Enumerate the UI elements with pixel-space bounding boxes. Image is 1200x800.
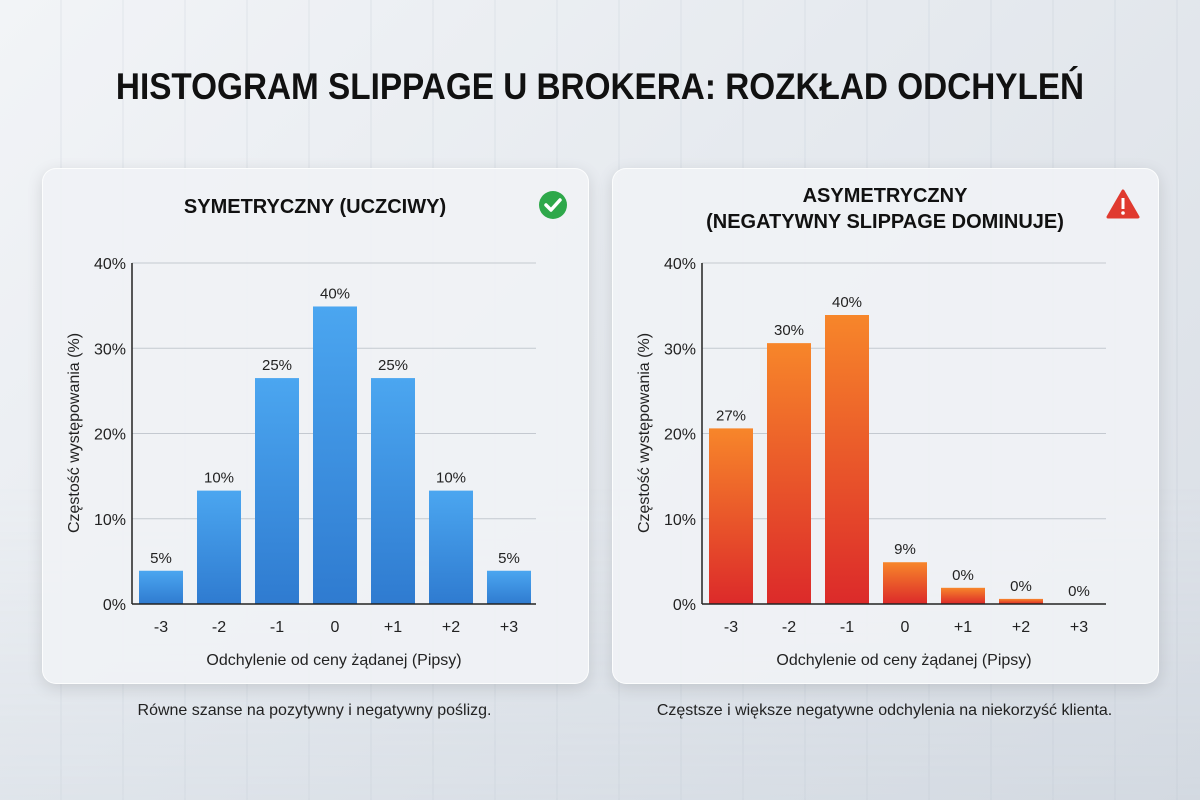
x-tick-label: -3 (154, 619, 168, 636)
data-label: 5% (150, 550, 172, 567)
x-axis-label: Odchylenie od ceny żądanej (Pipsy) (206, 652, 461, 669)
data-label: 9% (894, 541, 916, 558)
bar--1 (255, 378, 299, 604)
chart-title-line: ASYMETRYCZNY (803, 185, 968, 207)
y-tick-label: 30% (94, 341, 126, 358)
y-tick-label: 10% (94, 512, 126, 529)
y-tick-label: 0% (103, 597, 126, 614)
y-axis-label: Częstość występowania (%) (66, 333, 83, 533)
y-axis-label: Częstość występowania (%) (636, 333, 653, 533)
data-label: 40% (320, 285, 350, 302)
asymmetric-chart-card: ASYMETRYCZNY (NEGATYWNY SLIPPAGE DOMINUJE… (612, 168, 1159, 684)
data-label: 0% (952, 567, 974, 584)
data-label: 27% (716, 407, 746, 424)
data-label: 10% (204, 470, 234, 487)
bar--3 (139, 570, 183, 604)
x-tick-label: +2 (442, 619, 460, 636)
data-label: 10% (436, 470, 466, 487)
y-tick-label: 40% (664, 256, 696, 273)
y-tick-label: 10% (664, 512, 696, 529)
y-tick-label: 0% (673, 597, 696, 614)
bar-0 (883, 562, 927, 604)
x-axis-label: Odchylenie od ceny żądanej (Pipsy) (776, 652, 1031, 669)
data-label: 30% (774, 322, 804, 339)
data-label: 25% (378, 357, 408, 374)
bar--2 (767, 343, 811, 604)
symmetric-caption: Równe szanse na pozytywny i negatywny po… (137, 702, 492, 719)
x-tick-label: -1 (270, 619, 284, 636)
bar-+3 (487, 570, 531, 604)
page-title: HISTOGRAM SLIPPAGE U BROKERA: ROZKŁAD OD… (115, 66, 1085, 107)
bar-+2 (429, 490, 473, 604)
bar-+1 (371, 378, 415, 604)
data-label: 25% (262, 357, 292, 374)
symmetric-chart-card: SYMETRYCZNY (UCZCIWY) 0% 10% 20% 30% 40% 5% -3 1… (42, 168, 589, 684)
x-tick-label: -3 (724, 619, 738, 636)
x-tick-label: +3 (1070, 619, 1088, 636)
x-tick-label: 0 (901, 619, 910, 636)
check-circle-icon (539, 191, 567, 219)
y-tick-label: 30% (664, 341, 696, 358)
x-tick-label: -2 (782, 619, 796, 636)
warning-triangle-icon (1106, 189, 1140, 219)
bar--3 (709, 428, 753, 604)
x-tick-label: +3 (500, 619, 518, 636)
chart-svg: SYMETRYCZNY (UCZCIWY) 0% 10% 20% 30% 40% 5% -3 1… (66, 191, 567, 669)
x-tick-label: +2 (1012, 619, 1030, 636)
data-label: 0% (1010, 578, 1032, 595)
y-tick-label: 20% (94, 427, 126, 444)
x-tick-label: +1 (384, 619, 402, 636)
x-tick-label: -2 (212, 619, 226, 636)
chart-title-line: (NEGATYWNY SLIPPAGE DOMINUJE) (706, 211, 1064, 233)
bar--2 (197, 490, 241, 604)
bar--1 (825, 315, 869, 604)
x-tick-label: 0 (331, 619, 340, 636)
data-label: 5% (498, 550, 520, 567)
chart-title-line: SYMETRYCZNY (UCZCIWY) (184, 196, 446, 218)
y-tick-label: 40% (94, 256, 126, 273)
x-tick-label: +1 (954, 619, 972, 636)
data-label: 0% (1068, 583, 1090, 600)
bar-+1 (941, 587, 985, 604)
bar-+2 (999, 598, 1043, 604)
x-tick-label: -1 (840, 619, 854, 636)
y-tick-label: 20% (664, 427, 696, 444)
asymmetric-caption: Częstsze i większe negatywne odchylenia … (656, 702, 1113, 719)
chart-svg: ASYMETRYCZNY (NEGATYWNY SLIPPAGE DOMINUJE… (636, 185, 1140, 669)
bar-0 (313, 306, 357, 604)
data-label: 40% (832, 294, 862, 311)
